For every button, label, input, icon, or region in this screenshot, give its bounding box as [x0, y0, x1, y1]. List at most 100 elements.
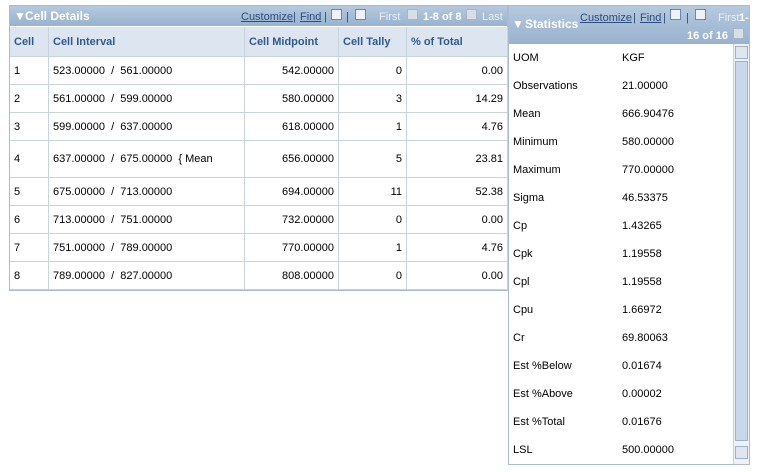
- stat-label: Sigma: [513, 192, 545, 204]
- table-cell: 4: [10, 141, 49, 178]
- prev-button[interactable]: [407, 9, 418, 20]
- title: Cell Details: [25, 9, 90, 23]
- scroll-up[interactable]: [735, 46, 748, 59]
- stat-label: Cpl: [513, 276, 530, 288]
- table-cell: 713.00000 / 751.00000: [49, 206, 245, 234]
- grid-header: ▼ Statistics Customize | Find | | First …: [509, 6, 749, 44]
- range-rest: 16 of 16: [687, 30, 728, 42]
- find-link[interactable]: Find: [640, 12, 662, 24]
- scroll-thumb[interactable]: [735, 61, 748, 441]
- stat-value: 580.00000: [622, 136, 674, 148]
- grid-header: ▼ Cell Details Customize | Find | | Firs…: [10, 6, 507, 26]
- sep: |: [293, 11, 296, 23]
- table-cell: 8: [10, 262, 49, 290]
- table-cell: 770.00000: [245, 234, 339, 262]
- find-link[interactable]: Find: [300, 11, 322, 23]
- table-cell: 2: [10, 85, 49, 113]
- stat-label: Observations: [513, 80, 578, 92]
- stat-label: Cp: [513, 220, 528, 232]
- table-cell: 0.00: [407, 206, 508, 234]
- table-cell: 4.76: [407, 234, 508, 262]
- table-cell: 0: [339, 206, 407, 234]
- stat-label: Cpk: [513, 248, 533, 260]
- stat-value: 0.00002: [622, 388, 662, 400]
- table-cell: 0: [339, 57, 407, 85]
- table-cell: 4.76: [407, 113, 508, 141]
- table-cell: 1: [339, 234, 407, 262]
- next-button[interactable]: [733, 28, 744, 39]
- table-cell: 0.00: [407, 262, 508, 290]
- column-header: Cell Midpoint: [245, 27, 339, 57]
- table-cell: 14.29: [407, 85, 508, 113]
- table-cell: 1: [339, 113, 407, 141]
- column-header: Cell Tally: [339, 27, 407, 57]
- first-link: First: [379, 11, 401, 23]
- collapse[interactable]: ▼: [14, 9, 26, 23]
- scrollbar[interactable]: [733, 44, 749, 464]
- table-cell: 11: [339, 178, 407, 206]
- table-cell: 7: [10, 234, 49, 262]
- sep: |: [633, 12, 636, 24]
- stat-value: KGF: [622, 52, 645, 64]
- table-cell: 52.38: [407, 178, 508, 206]
- table-cell: 23.81: [407, 141, 508, 178]
- stat-label: Cpu: [513, 304, 534, 316]
- table-cell: 656.00000: [245, 141, 339, 178]
- stat-label: Minimum: [513, 136, 558, 148]
- table-cell: 5: [10, 178, 49, 206]
- customize-link[interactable]: Customize: [241, 11, 293, 23]
- table-cell: 675.00000 / 713.00000: [49, 178, 245, 206]
- table-cell: 5: [339, 141, 407, 178]
- download-icon[interactable]: [695, 9, 706, 20]
- scroll-down[interactable]: [735, 446, 748, 459]
- customize-link[interactable]: Customize: [580, 12, 632, 24]
- stat-value: 1.66972: [622, 304, 662, 316]
- view-all-icon[interactable]: [331, 9, 342, 20]
- stat-label: Est %Total: [513, 416, 565, 428]
- last-link: Last: [482, 11, 503, 23]
- sep: |: [686, 12, 689, 24]
- column-header: Cell: [10, 27, 49, 57]
- cell-details-grid: ▼ Cell Details Customize | Find | | Firs…: [9, 5, 508, 291]
- view-all-icon[interactable]: [670, 9, 681, 20]
- table-cell: 0.00: [407, 57, 508, 85]
- table-cell: 1: [10, 57, 49, 85]
- stat-value: 0.01676: [622, 416, 662, 428]
- stat-value: 666.90476: [622, 108, 674, 120]
- stat-value: 1.19558: [622, 248, 662, 260]
- stat-value: 0.01674: [622, 360, 662, 372]
- first-link: First: [718, 12, 740, 24]
- title: Statistics: [525, 17, 579, 31]
- table-cell: 542.00000: [245, 57, 339, 85]
- table-cell: 618.00000: [245, 113, 339, 141]
- stat-label: UOM: [513, 52, 539, 64]
- stat-label: LSL: [513, 444, 533, 456]
- statistics-grid: ▼ Statistics Customize | Find | | First …: [508, 5, 750, 465]
- stat-value: 1.43265: [622, 220, 662, 232]
- download-icon[interactable]: [355, 9, 366, 20]
- column-header: Cell Interval: [49, 27, 245, 57]
- collapse[interactable]: ▼: [512, 17, 524, 31]
- table-cell: 523.00000 / 561.00000: [49, 57, 245, 85]
- table-cell: 751.00000 / 789.00000: [49, 234, 245, 262]
- sep: |: [663, 12, 666, 24]
- stat-value: 46.53375: [622, 192, 668, 204]
- stat-label: Maximum: [513, 164, 561, 176]
- stat-value: 770.00000: [622, 164, 674, 176]
- sep: |: [346, 11, 349, 23]
- range: 1-8 of 8: [423, 11, 462, 23]
- stat-label: Mean: [513, 108, 541, 120]
- next-button[interactable]: [466, 9, 477, 20]
- stat-label: Cr: [513, 332, 525, 344]
- table-cell: 637.00000 / 675.00000 { Mean: [49, 141, 245, 178]
- column-header: % of Total: [407, 27, 508, 57]
- table-cell: 580.00000: [245, 85, 339, 113]
- stat-value: 69.80063: [622, 332, 668, 344]
- stat-value: 21.00000: [622, 80, 668, 92]
- table-cell: 6: [10, 206, 49, 234]
- table-cell: 0: [339, 262, 407, 290]
- stat-label: Est %Above: [513, 388, 573, 400]
- table-cell: 789.00000 / 827.00000: [49, 262, 245, 290]
- table-cell: 3: [10, 113, 49, 141]
